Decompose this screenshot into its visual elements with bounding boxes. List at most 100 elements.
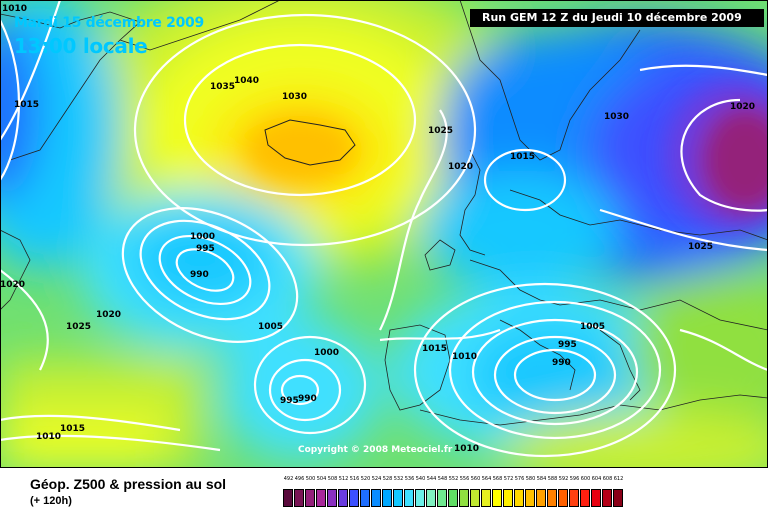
legend-label: 508 xyxy=(327,476,338,482)
legend-swatch xyxy=(448,489,458,507)
legend-label: 580 xyxy=(525,476,536,482)
legend-label: 592 xyxy=(558,476,569,482)
legend-swatch xyxy=(360,489,370,507)
map-footer: Géop. Z500 & pression au sol (+ 120h) xyxy=(0,468,768,512)
legend-swatch xyxy=(437,489,447,507)
legend-swatch xyxy=(503,489,513,507)
pressure-label: 1010 xyxy=(36,432,62,442)
legend-label: 572 xyxy=(503,476,514,482)
legend-label: 552 xyxy=(448,476,459,482)
isobars xyxy=(0,0,768,458)
legend-swatch xyxy=(283,489,293,507)
pressure-label: 995 xyxy=(280,396,299,406)
geopotential-field xyxy=(0,0,768,468)
legend-swatch xyxy=(316,489,326,507)
legend-label: 548 xyxy=(437,476,448,482)
legend-label: 520 xyxy=(360,476,371,482)
legend-label: 608 xyxy=(602,476,613,482)
pressure-label: 995 xyxy=(196,244,215,254)
legend-swatch xyxy=(547,489,557,507)
pressure-label: 1010 xyxy=(454,444,480,454)
pressure-label: 995 xyxy=(558,340,577,350)
legend-swatch xyxy=(481,489,491,507)
legend-label: 588 xyxy=(547,476,558,482)
pressure-label: 1015 xyxy=(60,424,86,434)
legend-swatch xyxy=(591,489,601,507)
map-title: Géop. Z500 & pression au sol xyxy=(30,476,227,492)
legend-swatch xyxy=(525,489,535,507)
legend-swatch xyxy=(470,489,480,507)
legend-label: 536 xyxy=(404,476,415,482)
legend-label: 568 xyxy=(492,476,503,482)
legend-swatch xyxy=(294,489,304,507)
forecast-date: Mardi 15 décembre 2009 xyxy=(14,15,204,31)
pressure-label: 1005 xyxy=(258,322,284,332)
pressure-label: 1020 xyxy=(448,162,474,172)
legend-label: 540 xyxy=(415,476,426,482)
pressure-label: 1015 xyxy=(14,100,40,110)
legend-swatch xyxy=(415,489,425,507)
legend-label: 596 xyxy=(569,476,580,482)
color-scale-legend: 492 496 500 504 508 512 516 520 524 528 532 536 540 5… xyxy=(283,476,745,507)
legend-label: 528 xyxy=(382,476,393,482)
pressure-label: 1025 xyxy=(66,322,92,332)
legend-label: 564 xyxy=(481,476,492,482)
legend-swatch xyxy=(371,489,381,507)
pressure-label: 1015 xyxy=(510,152,536,162)
legend-swatch xyxy=(327,489,337,507)
pressure-label: 1010 xyxy=(452,352,478,362)
pressure-label: 1015 xyxy=(422,344,448,354)
map-canvas xyxy=(0,0,768,468)
legend-swatch xyxy=(393,489,403,507)
pressure-label: 1000 xyxy=(190,232,216,242)
pressure-label: 1025 xyxy=(688,242,714,252)
legend-label: 604 xyxy=(591,476,602,482)
legend-label: 512 xyxy=(338,476,349,482)
pressure-label: 1005 xyxy=(580,322,606,332)
legend-swatch xyxy=(492,489,502,507)
legend-swatch xyxy=(305,489,315,507)
legend-label: 496 xyxy=(294,476,305,482)
legend-swatch xyxy=(338,489,348,507)
legend-swatch xyxy=(569,489,579,507)
legend-swatch xyxy=(349,489,359,507)
pressure-label: 1020 xyxy=(96,310,122,320)
legend-swatch xyxy=(459,489,469,507)
legend-swatch xyxy=(404,489,414,507)
copyright-text: Copyright © 2008 Meteociel.fr xyxy=(298,445,453,455)
forecast-local-time: 13:00 locale xyxy=(14,34,148,58)
legend-swatch xyxy=(602,489,612,507)
legend-swatch xyxy=(613,489,623,507)
pressure-label: 1010 xyxy=(2,4,28,14)
legend-label: 524 xyxy=(371,476,382,482)
forecast-range: (+ 120h) xyxy=(30,495,72,507)
legend-swatch xyxy=(514,489,524,507)
pressure-label: 1040 xyxy=(234,76,260,86)
pressure-label: 1025 xyxy=(428,126,454,136)
legend-swatch xyxy=(536,489,546,507)
legend-label: 516 xyxy=(349,476,360,482)
legend-label: 532 xyxy=(393,476,404,482)
legend-swatch xyxy=(580,489,590,507)
legend-label: 504 xyxy=(316,476,327,482)
legend-label: 556 xyxy=(459,476,470,482)
legend-label: 492 xyxy=(283,476,294,482)
pressure-label: 1030 xyxy=(282,92,308,102)
pressure-label: 1000 xyxy=(314,348,340,358)
legend-label: 612 xyxy=(613,476,624,482)
pressure-label: 990 xyxy=(552,358,571,368)
pressure-label: 990 xyxy=(190,270,209,280)
pressure-label: 1020 xyxy=(0,280,26,290)
legend-swatch xyxy=(426,489,436,507)
pressure-label: 1035 xyxy=(210,82,236,92)
legend-swatch xyxy=(558,489,568,507)
legend-label: 560 xyxy=(470,476,481,482)
pressure-label: 1020 xyxy=(730,102,756,112)
legend-label: 500 xyxy=(305,476,316,482)
model-run-banner: Run GEM 12 Z du Jeudi 10 décembre 2009 xyxy=(470,9,764,27)
forecast-map: Mardi 15 décembre 2009 13:00 locale Run … xyxy=(0,0,768,468)
legend-label: 584 xyxy=(536,476,547,482)
legend-label: 576 xyxy=(514,476,525,482)
legend-label: 544 xyxy=(426,476,437,482)
